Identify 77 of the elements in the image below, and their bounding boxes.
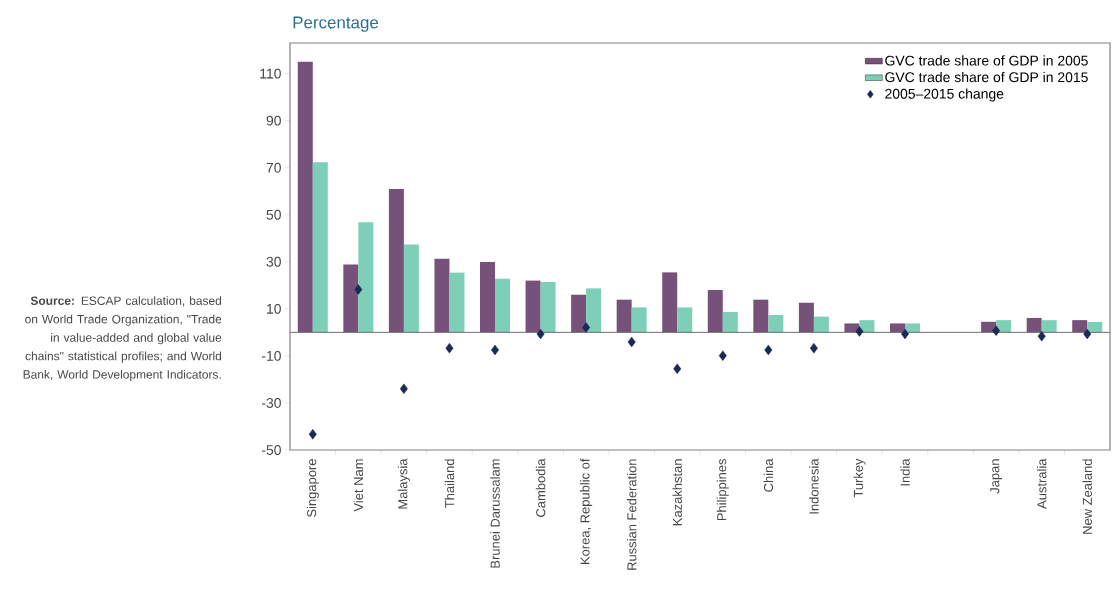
legend-label: 2005–2015 change: [885, 88, 1004, 102]
x-tick-label: Korea, Republic of: [580, 458, 593, 565]
bar: [722, 311, 738, 333]
bar: [1087, 322, 1103, 333]
legend-label: GVC trade share of GDP in 2015: [885, 71, 1088, 83]
point: [582, 322, 591, 333]
x-tick-label: Kazakhstan: [672, 459, 682, 526]
x-tick-label: Brunei Darussalam: [490, 459, 500, 568]
x-tick-label: Australia: [1036, 458, 1047, 509]
x-tick-label: Singapore: [306, 459, 319, 517]
bar: [677, 307, 693, 333]
bar: [540, 282, 556, 333]
x-tick-label: Philippines: [716, 459, 729, 521]
point: [1083, 328, 1092, 340]
bar: [525, 280, 541, 333]
point: [809, 342, 818, 354]
bar: [403, 244, 419, 333]
bar: [631, 307, 647, 333]
point: [536, 328, 545, 340]
x-tick-label: Japan: [990, 459, 1002, 494]
point: [673, 363, 682, 375]
x-tick-label: New Zealand: [1082, 459, 1092, 534]
point: [764, 344, 773, 356]
x-tick-label: Cambodia: [535, 458, 546, 517]
bar: [480, 262, 495, 333]
bar: [616, 299, 632, 333]
x-tick-label: Turkey: [853, 458, 866, 498]
y-tick-label: -10: [261, 350, 281, 361]
y-tick-label: 30: [266, 256, 281, 267]
y-tick-label: -50: [261, 445, 281, 455]
x-tick-label: India: [900, 458, 910, 486]
y-tick-label: -30: [261, 398, 281, 408]
point: [855, 326, 864, 337]
point: [992, 325, 1001, 336]
bar: [449, 272, 465, 333]
y-tick-label: 90: [266, 115, 281, 126]
bar: [343, 264, 359, 333]
point: [718, 350, 727, 361]
y-tick-label: 110: [260, 68, 281, 79]
x-tick-label: Malaysia: [397, 458, 410, 509]
bar: [586, 288, 602, 333]
x-tick-label: Russian Federation: [626, 459, 637, 570]
bar: [753, 299, 769, 333]
bar: [707, 290, 723, 333]
x-tick-label: China: [763, 458, 774, 492]
bar: [312, 162, 328, 333]
point: [399, 383, 408, 395]
text: Source: ESCAP calculation, based on World Trade Organization, "Trade in value-added and global value chains" statistical profiles; and World Bank, World Development Indicators.: [23, 296, 222, 382]
bar: [813, 316, 829, 333]
bar: [297, 61, 313, 333]
bar: [1072, 320, 1088, 333]
bar: [388, 189, 404, 333]
point: [627, 336, 636, 348]
bar: [571, 294, 587, 333]
x-tick-label: Viet Nam: [353, 459, 364, 512]
bar: [798, 302, 814, 333]
bar: [662, 272, 678, 333]
bar: [358, 222, 374, 333]
y-tick-label: 10: [267, 303, 281, 314]
point: [308, 429, 317, 440]
bar: [1041, 320, 1057, 333]
point: [1037, 330, 1046, 342]
bar: [1026, 318, 1042, 333]
x-tick-label: Indonesia: [809, 458, 819, 514]
bar: [890, 323, 906, 333]
bar: [905, 323, 921, 333]
bar: [495, 278, 510, 333]
point: [354, 284, 363, 295]
legend-label: GVC trade share of GDP in 2005: [885, 55, 1088, 66]
bar: [434, 258, 450, 333]
bar: [768, 314, 784, 333]
y-tick-label: 50: [266, 209, 281, 220]
y-axis-title: Percentage: [293, 16, 379, 32]
y-tick-label: 70: [266, 162, 281, 173]
point: [445, 342, 454, 354]
bar: [844, 323, 860, 333]
x-tick-label: Thailand: [444, 459, 455, 508]
